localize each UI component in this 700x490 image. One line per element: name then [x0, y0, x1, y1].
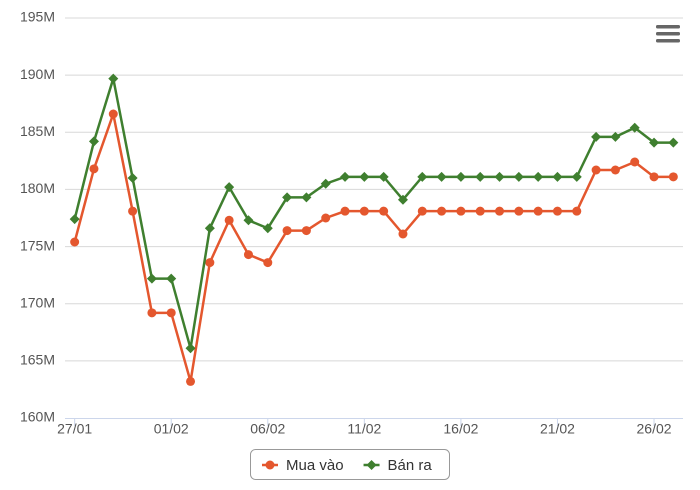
point — [205, 258, 215, 268]
point — [378, 171, 389, 182]
legend-item[interactable]: Mua vào — [262, 457, 344, 474]
point — [495, 206, 505, 216]
x-tick-label: 01/02 — [154, 421, 189, 437]
point — [417, 206, 427, 216]
point — [436, 171, 447, 182]
point — [69, 214, 80, 225]
point — [166, 308, 176, 318]
point — [610, 165, 620, 175]
point — [591, 131, 602, 142]
point — [265, 460, 275, 470]
point — [301, 226, 311, 236]
point — [379, 206, 389, 216]
series-line — [73, 78, 674, 349]
y-tick-label: 185M — [20, 123, 55, 139]
point — [649, 172, 659, 182]
point — [166, 273, 177, 284]
point — [533, 206, 543, 216]
y-tick-label: 190M — [20, 66, 55, 82]
x-tick-label: 27/01 — [57, 421, 92, 437]
point — [243, 215, 254, 226]
point — [475, 171, 486, 182]
point — [262, 223, 273, 234]
point — [494, 171, 505, 182]
series-points — [70, 109, 678, 386]
point — [204, 223, 215, 234]
point — [629, 122, 640, 133]
point — [359, 171, 370, 182]
point — [243, 250, 253, 260]
point — [398, 229, 408, 239]
point — [455, 171, 466, 182]
point — [366, 460, 377, 470]
point — [282, 192, 293, 203]
point — [282, 226, 292, 236]
y-tick-label: 175M — [20, 237, 55, 253]
point — [340, 171, 351, 182]
point — [70, 237, 80, 247]
series-points — [69, 73, 679, 354]
point — [128, 206, 138, 216]
point — [571, 171, 582, 182]
x-tick-label: 06/02 — [250, 421, 285, 437]
legend-label: Mua vào — [286, 457, 344, 474]
point — [89, 164, 99, 174]
point — [513, 171, 524, 182]
point — [552, 171, 563, 182]
legend-label: Bán ra — [388, 457, 433, 474]
point — [224, 215, 234, 225]
menu-bar — [656, 32, 680, 36]
point — [630, 157, 640, 167]
y-tick-label: 180M — [20, 180, 55, 196]
x-tick-label: 16/02 — [443, 421, 478, 437]
series-line — [73, 109, 674, 382]
point — [147, 308, 157, 318]
point — [263, 258, 273, 268]
point — [610, 131, 621, 142]
point — [321, 213, 331, 223]
point — [108, 109, 118, 119]
y-tick-label: 165M — [20, 352, 55, 368]
point — [127, 173, 138, 183]
point — [668, 137, 679, 148]
point — [340, 206, 350, 216]
point — [320, 178, 331, 189]
point — [649, 137, 660, 148]
point — [417, 171, 428, 182]
y-tick-label: 170M — [20, 294, 55, 310]
point — [437, 206, 447, 216]
point — [186, 376, 196, 386]
point — [224, 182, 235, 193]
point — [552, 206, 562, 216]
point — [591, 165, 601, 175]
menu-bar — [656, 25, 680, 29]
point — [301, 192, 312, 203]
point — [668, 172, 678, 182]
point — [359, 206, 369, 216]
y-tick-label: 160M — [20, 409, 55, 425]
point — [533, 171, 544, 182]
point — [397, 194, 408, 205]
legend-item[interactable]: Bán ra — [363, 457, 433, 474]
y-tick-label: 195M — [20, 9, 55, 25]
legend-box — [250, 449, 450, 480]
point — [185, 343, 196, 354]
point — [456, 206, 466, 216]
point — [514, 206, 524, 216]
x-tick-label: 11/02 — [347, 421, 381, 437]
point — [108, 73, 119, 84]
menu-button[interactable] — [656, 25, 680, 43]
point — [475, 206, 485, 216]
point — [88, 136, 99, 147]
x-tick-label: 21/02 — [540, 421, 575, 437]
x-tick-label: 26/02 — [637, 421, 672, 437]
point — [572, 206, 582, 216]
point — [146, 273, 157, 284]
menu-bar — [656, 39, 680, 43]
